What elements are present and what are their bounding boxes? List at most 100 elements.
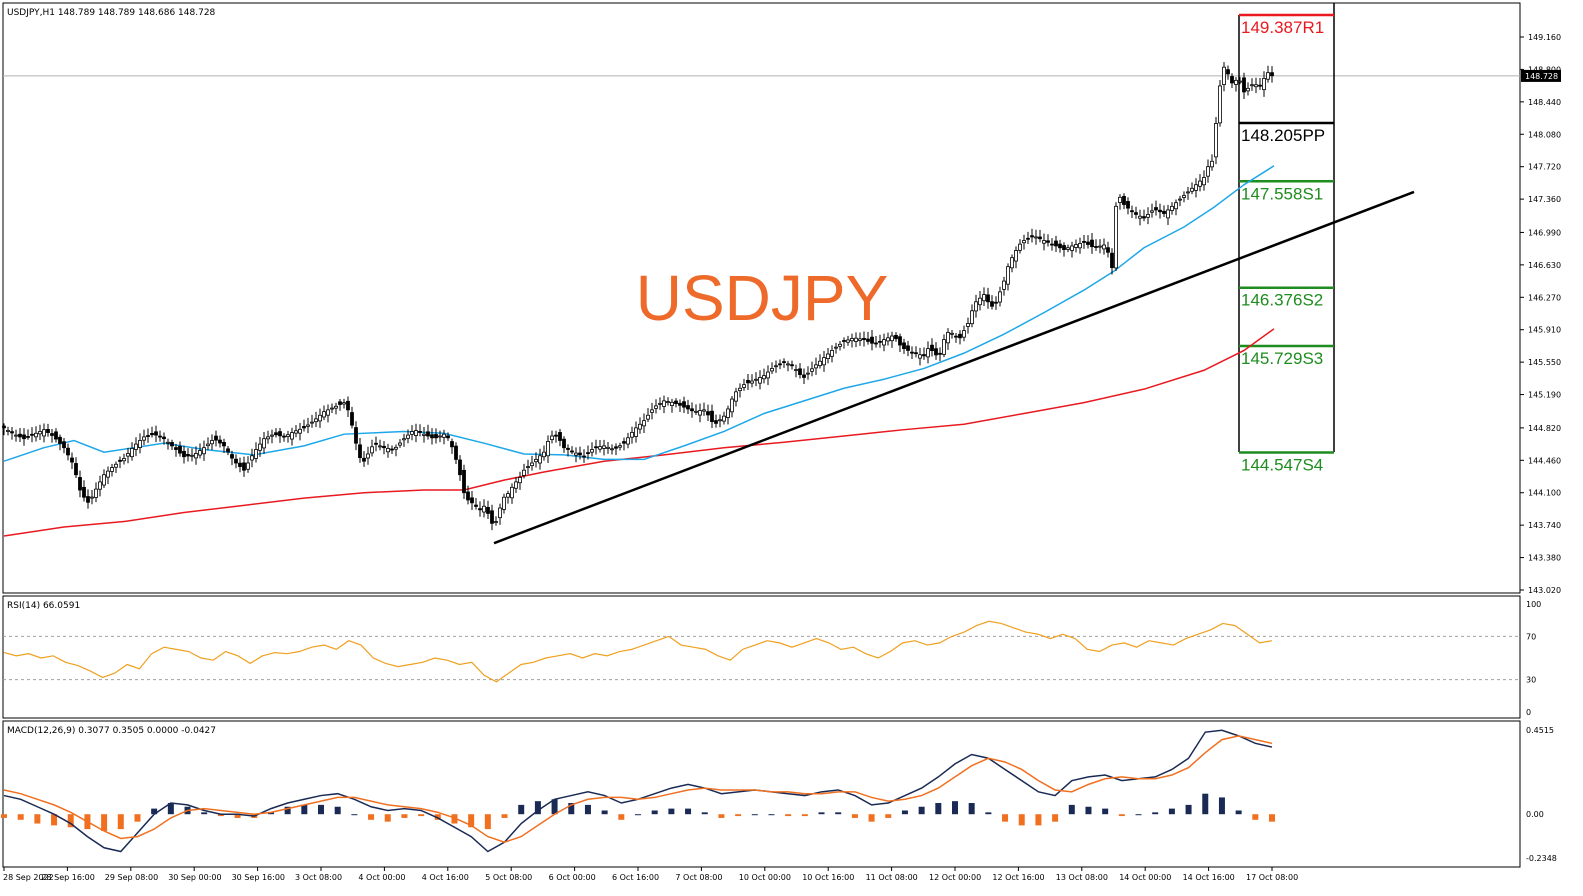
- price-tick-label: 145.190: [1528, 391, 1561, 400]
- candle-body: [162, 436, 166, 440]
- candle-body: [130, 448, 134, 458]
- candle-body: [918, 354, 922, 359]
- candle-body: [74, 463, 78, 476]
- macd-histogram-bar: [284, 806, 291, 815]
- candle-body: [986, 294, 990, 303]
- candle-body: [6, 430, 10, 432]
- candle-body: [170, 442, 174, 447]
- candle-body: [186, 453, 190, 457]
- candle-body: [174, 447, 178, 450]
- macd-histogram-bar: [785, 814, 792, 817]
- candle-body: [650, 409, 654, 413]
- candle-body: [738, 387, 742, 392]
- main-price-panel[interactable]: [2, 2, 1521, 594]
- price-tick-label: 145.550: [1528, 358, 1561, 367]
- candle-body: [1114, 205, 1118, 269]
- macd-histogram-bar: [67, 814, 74, 828]
- macd-histogram-bar: [384, 814, 391, 822]
- price-tick-label: 147.360: [1528, 195, 1561, 204]
- time-tick-label: 4 Oct 16:00: [422, 873, 469, 882]
- candle-body: [1206, 166, 1210, 177]
- ma-slow-line: [3, 328, 1275, 537]
- candle-body: [794, 369, 798, 371]
- price-tick-label: 148.440: [1528, 98, 1561, 107]
- macd-histogram-bar: [334, 806, 341, 815]
- candle-body: [694, 410, 698, 413]
- candle-body: [374, 442, 378, 445]
- candle-body: [1046, 240, 1050, 243]
- candle-body: [142, 436, 146, 441]
- candle-body: [1166, 209, 1170, 219]
- price-tick-label: 145.910: [1528, 326, 1561, 335]
- pivot-label: 149.387R1: [1241, 18, 1324, 37]
- macd-histogram-bar: [1168, 808, 1175, 815]
- candle-body: [582, 455, 586, 458]
- candle-body: [874, 342, 878, 345]
- candle-body: [990, 301, 994, 307]
- candle-body: [122, 458, 126, 462]
- candle-body: [510, 486, 514, 499]
- candle-body: [642, 420, 646, 427]
- candle-body: [774, 365, 778, 368]
- macd-histogram-bar: [918, 806, 925, 815]
- macd-histogram-bar: [868, 814, 875, 822]
- pivot-label: 144.547S4: [1241, 455, 1323, 474]
- candle-body: [286, 434, 290, 438]
- macd-panel[interactable]: [2, 720, 1521, 868]
- candle-body: [1038, 236, 1042, 240]
- candle-body: [434, 434, 438, 439]
- candle-body: [1150, 210, 1154, 213]
- candle-body: [1234, 79, 1238, 85]
- macd-histogram-bar: [718, 814, 725, 818]
- candle-body: [230, 454, 234, 459]
- time-tick-label: 14 Oct 16:00: [1183, 873, 1235, 882]
- candle-body: [158, 435, 162, 438]
- current-price-label: 148.728: [1525, 72, 1558, 81]
- candle-body: [242, 462, 246, 471]
- candle-body: [1230, 76, 1234, 84]
- candle-body: [674, 400, 678, 404]
- candle-body: [910, 351, 914, 354]
- candle-body: [106, 470, 110, 478]
- candle-body: [86, 496, 90, 503]
- rsi-panel[interactable]: [2, 595, 1521, 719]
- candle-body: [1142, 216, 1146, 219]
- candle-body: [190, 454, 194, 457]
- candle-body: [178, 445, 182, 454]
- macd-histogram-bar: [1018, 814, 1025, 826]
- candle-body: [666, 401, 670, 403]
- candle-body: [406, 434, 410, 439]
- candle-body: [90, 496, 94, 499]
- macd-histogram-bar: [952, 801, 958, 815]
- macd-histogram-bar: [351, 814, 358, 816]
- candle-body: [994, 301, 998, 304]
- candle-body: [1034, 236, 1038, 239]
- time-tick-label: 28 Sep 16:00: [41, 873, 94, 882]
- candle-body: [982, 294, 986, 302]
- candle-body: [306, 424, 310, 427]
- candle-body: [450, 441, 454, 448]
- candle-body: [602, 445, 606, 449]
- price-tick-label: 144.100: [1528, 489, 1561, 498]
- macd-histogram-bar: [551, 799, 558, 815]
- candle-body: [814, 364, 818, 369]
- candle-body: [2, 425, 6, 429]
- candle-body: [474, 504, 478, 507]
- candle-body: [1134, 212, 1138, 215]
- macd-histogram-bar: [468, 814, 475, 828]
- candle-body: [594, 446, 598, 449]
- macd-tick-label: -0.2348: [1526, 854, 1557, 863]
- candle-body: [758, 377, 762, 384]
- candle-body: [258, 443, 262, 451]
- candle-body: [790, 364, 794, 367]
- candle-body: [658, 402, 662, 405]
- time-tick-label: 6 Oct 00:00: [549, 873, 596, 882]
- candle-body: [1226, 69, 1230, 75]
- time-tick-label: 12 Oct 16:00: [992, 873, 1044, 882]
- candle-body: [550, 435, 554, 440]
- macd-histogram-bar: [635, 814, 641, 816]
- candle-body: [82, 486, 86, 498]
- macd-histogram-bar: [434, 814, 441, 820]
